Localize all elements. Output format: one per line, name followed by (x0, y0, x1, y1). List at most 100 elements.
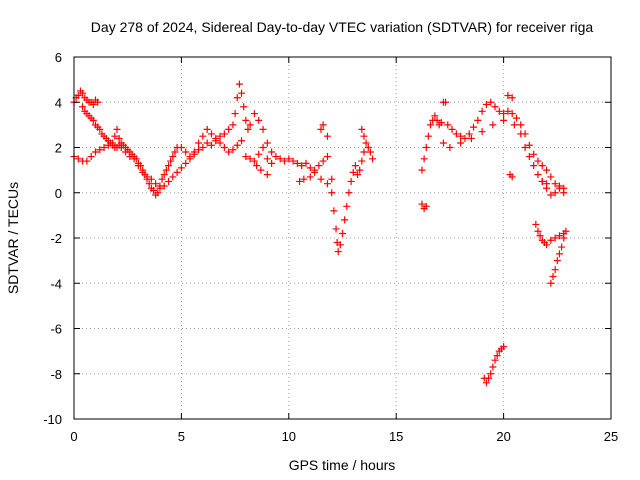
data-point (345, 189, 353, 197)
data-point (311, 168, 319, 176)
data-point (113, 125, 121, 133)
x-tick-label: 0 (70, 429, 77, 444)
data-point (356, 166, 364, 174)
data-point (457, 132, 465, 140)
data-point (467, 134, 475, 142)
data-point (145, 180, 153, 188)
data-point (319, 157, 327, 165)
data-point (182, 148, 190, 156)
data-point (143, 173, 151, 181)
data-point (347, 177, 355, 185)
x-axis-label: GPS time / hours (289, 457, 396, 473)
data-point (551, 180, 559, 188)
data-point (182, 159, 190, 167)
data-point (553, 257, 561, 265)
y-tick-label: -8 (50, 367, 62, 382)
data-point (139, 168, 147, 176)
data-point (551, 189, 559, 197)
data-point (437, 119, 445, 127)
data-point (306, 164, 314, 172)
data-point (225, 148, 233, 156)
data-point (358, 157, 366, 165)
data-point (220, 144, 228, 151)
data-point (482, 379, 490, 387)
data-point (255, 150, 263, 158)
data-point (465, 130, 473, 138)
y-tick-label: -6 (50, 322, 62, 337)
data-point (351, 162, 359, 170)
data-point (246, 155, 254, 163)
data-point (272, 153, 280, 161)
data-point (491, 356, 499, 364)
data-point (242, 153, 250, 161)
data-point (257, 166, 265, 174)
data-point (334, 248, 342, 256)
data-point (300, 175, 308, 183)
data-point (457, 139, 465, 147)
data-point (89, 101, 97, 109)
data-point (534, 227, 542, 235)
y-tick-label: -4 (50, 276, 62, 291)
data-point (532, 220, 540, 228)
data-point (263, 155, 271, 163)
data-point (167, 157, 175, 165)
data-point (470, 123, 478, 131)
chart-title: Day 278 of 2024, Sidereal Day-to-day VTE… (91, 19, 594, 35)
data-point (203, 139, 211, 147)
data-point (547, 236, 555, 244)
data-point (268, 148, 276, 156)
data-point (212, 134, 220, 142)
data-point (87, 153, 95, 161)
data-point (508, 94, 516, 102)
data-point (549, 272, 557, 280)
data-point (427, 121, 435, 129)
data-point (500, 343, 508, 351)
data-point (231, 110, 239, 118)
y-axis-ticks: -10 -8 -6 -4 -2 0 2 4 6 (43, 50, 611, 427)
data-point (560, 234, 568, 242)
data-point (538, 177, 546, 185)
data-point (530, 150, 538, 158)
data-point (536, 232, 544, 240)
data-point (199, 132, 207, 140)
data-point (229, 121, 237, 129)
data-point (281, 157, 289, 165)
data-point (259, 144, 267, 151)
data-point (285, 155, 293, 163)
x-axis-ticks: 0 5 10 15 20 25 (70, 57, 618, 444)
data-point (79, 89, 87, 97)
y-tick-label: 0 (55, 186, 62, 201)
y-tick-label: 2 (55, 141, 62, 156)
data-point (349, 168, 357, 176)
data-point (323, 153, 331, 161)
data-point (276, 155, 284, 163)
data-point (521, 144, 529, 151)
data-point (190, 148, 198, 156)
data-point (154, 189, 162, 197)
x-tick-label: 10 (282, 429, 296, 444)
data-point (558, 243, 566, 251)
data-point (259, 125, 267, 133)
x-tick-label: 25 (604, 429, 618, 444)
data-point (517, 130, 525, 138)
data-point (525, 153, 533, 161)
data-point (240, 103, 248, 111)
data-point (424, 132, 432, 140)
data-point (555, 232, 563, 240)
data-point (293, 159, 301, 167)
data-point (461, 134, 469, 142)
data-point (489, 363, 497, 371)
data-point (111, 132, 119, 140)
data-point (555, 184, 563, 192)
data-point (134, 162, 142, 170)
x-tick-label: 15 (389, 429, 403, 444)
data-point (547, 279, 555, 287)
data-point (328, 175, 336, 183)
data-point (543, 241, 551, 249)
data-point (156, 184, 164, 192)
data-point (360, 148, 368, 156)
data-point (366, 148, 374, 156)
data-point (448, 125, 456, 133)
data-point (500, 116, 508, 124)
data-point (551, 234, 559, 242)
